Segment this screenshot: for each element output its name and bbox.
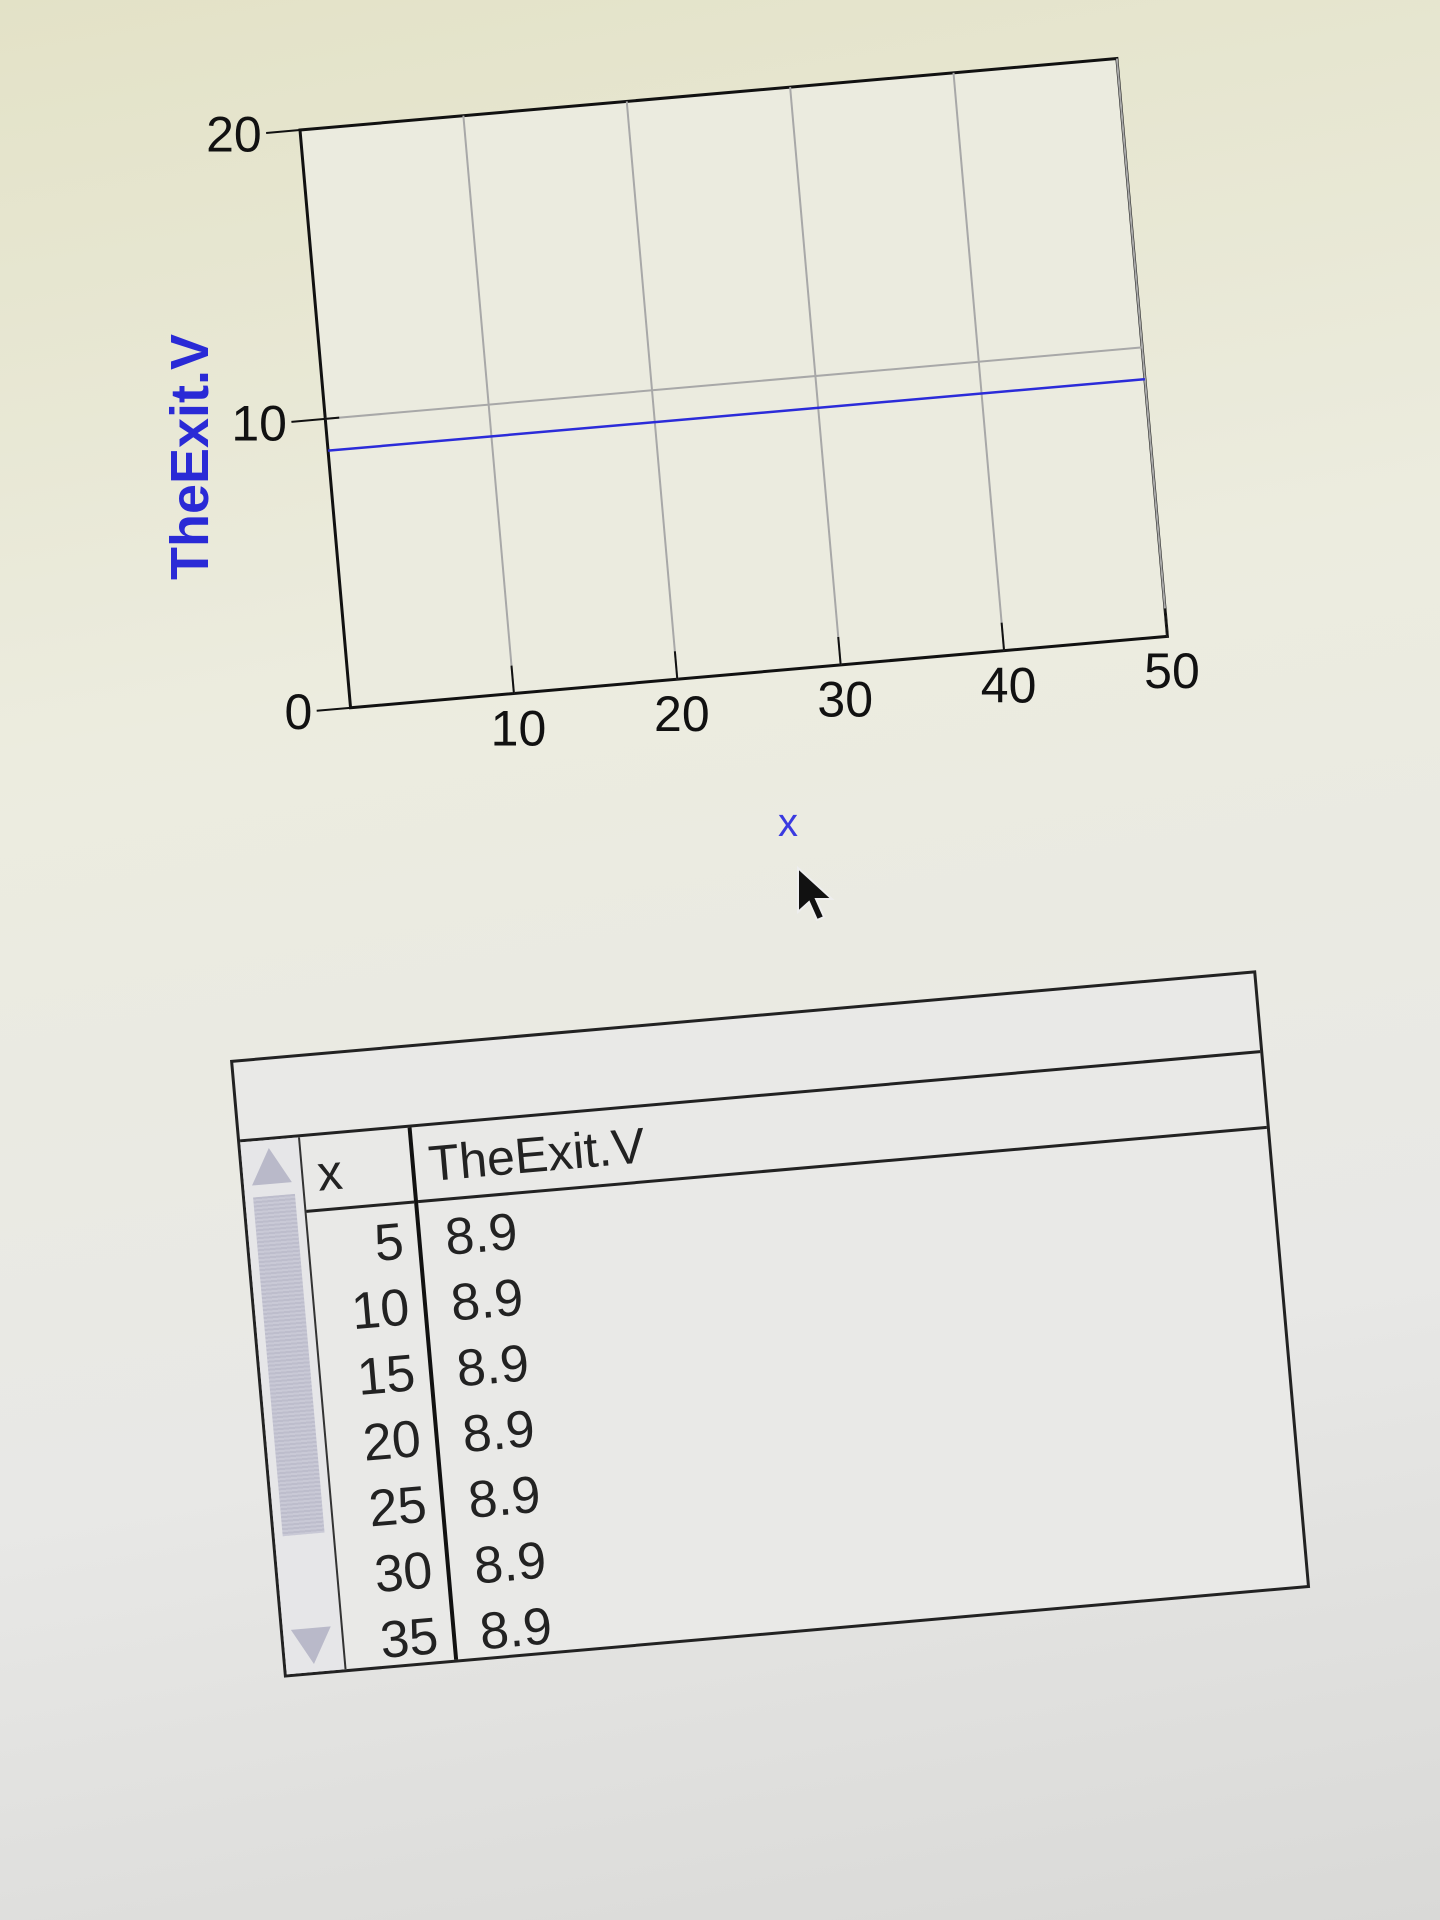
x-tick-label: 40 xyxy=(981,657,1037,713)
x-tick-mark xyxy=(1000,622,1006,651)
column-header-x[interactable]: x xyxy=(299,1127,415,1213)
table-cell: 25 xyxy=(366,1475,430,1539)
axis-ticks xyxy=(266,127,1169,712)
y-tick-mark xyxy=(291,416,340,423)
y-gridline xyxy=(325,346,1143,420)
x-tick-mark xyxy=(673,651,679,680)
y-tick-label: 20 xyxy=(206,106,262,162)
series-line xyxy=(327,377,1146,452)
table-cell: 30 xyxy=(372,1541,435,1605)
scroll-up-arrow-icon[interactable] xyxy=(248,1146,292,1186)
y-tick-mark xyxy=(266,127,315,134)
table-cell: 35 xyxy=(377,1607,441,1670)
y-tick-mark xyxy=(316,705,365,712)
x-tick-mark xyxy=(510,665,515,694)
y-axis-title: TheExit.V xyxy=(160,334,220,580)
table-window: x 5 10 15 20 25 30 35 TheExit.V 8.9 8.9 … xyxy=(230,970,1311,1678)
plot-area xyxy=(266,56,1170,712)
column-theexit-v: TheExit.V 8.9 8.9 8.9 8.9 8.9 8.9 8.9 xyxy=(411,1053,1307,1661)
arrow-cursor-icon xyxy=(797,866,835,922)
tick-labels: 10 20 30 40 50 0 10 20 xyxy=(206,106,1200,756)
table-cell: 10 xyxy=(349,1278,412,1342)
x-tick-label: 50 xyxy=(1144,643,1200,699)
table-cell: 20 xyxy=(360,1409,424,1473)
y-tick-label: 10 xyxy=(231,395,287,451)
x-tick-label: 10 xyxy=(491,700,547,756)
table-cell: 5 xyxy=(372,1212,407,1273)
line-chart: 10 20 30 40 50 0 10 20 TheExit.V x xyxy=(160,56,1200,845)
scroll-down-arrow-icon[interactable] xyxy=(290,1626,334,1666)
column-theexit-v-cells: 8.9 8.9 8.9 8.9 8.9 8.9 8.9 xyxy=(419,1133,1308,1667)
gridlines xyxy=(325,58,1169,694)
x-tick-label: 20 xyxy=(654,686,710,742)
y-tick-label: 0 xyxy=(284,684,312,740)
x-tick-mark xyxy=(837,636,842,665)
data-table: x 5 10 15 20 25 30 35 TheExit.V 8.9 8.9 … xyxy=(240,1053,1307,1675)
x-axis-title: x xyxy=(778,801,798,845)
x-tick-label: 30 xyxy=(817,672,873,728)
table-cell: 15 xyxy=(354,1344,418,1407)
x-tick-mark xyxy=(1163,608,1169,637)
series-lines xyxy=(327,377,1146,452)
